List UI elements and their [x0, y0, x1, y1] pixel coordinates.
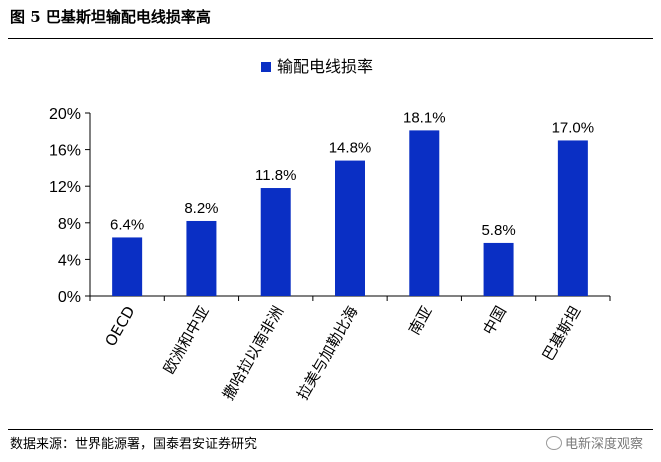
watermark-text: 电新深度观察	[564, 437, 643, 452]
category-label: 拉美与加勒比海	[293, 303, 361, 403]
bar	[186, 220, 217, 296]
y-tick-label: 12%	[49, 179, 81, 196]
y-tick-label: 4%	[58, 252, 81, 269]
data-label: 5.8%	[481, 222, 515, 239]
bar	[112, 237, 143, 296]
footer-rule	[8, 429, 653, 430]
data-label: 11.8%	[255, 167, 296, 184]
data-label: 18.1%	[403, 109, 446, 126]
bar	[557, 140, 588, 296]
figure-title: 图 5 巴基斯坦输配电线损率高	[10, 8, 211, 26]
category-label: 欧洲和中亚	[160, 303, 213, 377]
y-tick-label: 16%	[49, 143, 81, 160]
category-label: 南亚	[405, 303, 436, 338]
category-label: 撒哈拉以南非洲	[219, 303, 287, 403]
data-label: 17.0%	[552, 119, 595, 136]
source-note: 数据来源：世界能源署，国泰君安证券研究	[10, 437, 258, 452]
legend-label: 输配电线损率	[277, 57, 373, 76]
data-label: 8.2%	[184, 200, 218, 217]
bar	[260, 188, 291, 296]
title-rule	[8, 38, 653, 39]
y-tick-label: 0%	[58, 289, 81, 306]
category-label: 中国	[479, 303, 510, 338]
bar-chart: 0% 4% 8% 12% 16% 20% 6.4% OECD 8.2% 欧洲和中亚 11.8% 撒哈拉…	[49, 57, 611, 403]
y-tick-label: 20%	[49, 106, 81, 123]
watermark: 电新深度观察	[545, 433, 643, 452]
category-label: OECD	[101, 303, 138, 350]
bar	[335, 160, 365, 296]
data-label: 14.8%	[329, 140, 372, 157]
bar	[409, 130, 440, 296]
y-tick-label: 8%	[58, 216, 81, 233]
legend-swatch	[261, 62, 271, 72]
data-label: 6.4%	[110, 216, 144, 233]
bar	[483, 242, 514, 296]
wechat-icon	[545, 436, 562, 450]
category-label: 巴基斯坦	[539, 303, 585, 364]
